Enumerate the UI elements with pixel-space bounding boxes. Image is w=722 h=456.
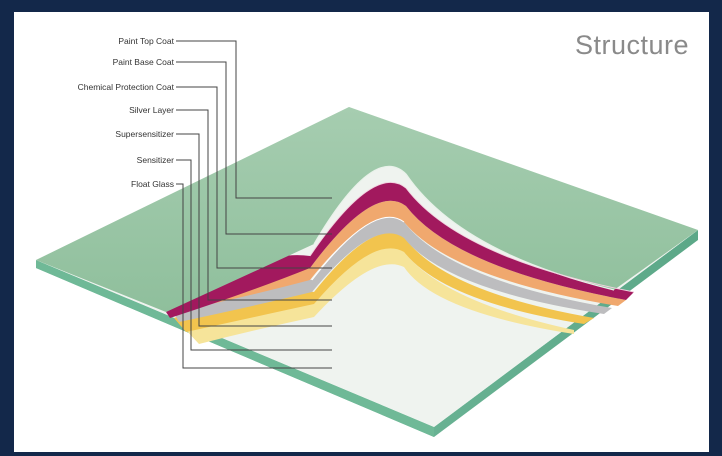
top-coat-ridge: [313, 165, 615, 291]
layer-chemical-protection: [170, 200, 626, 312]
leader-float-glass: [176, 183, 332, 369]
label-supersensitizer: Supersensitizer: [115, 129, 174, 139]
leader-sensitizer: [176, 159, 332, 351]
leader-lines: [176, 40, 332, 369]
layer-labels: Paint Top Coat Paint Base Coat Chemical …: [78, 36, 175, 189]
leader-paint-top-coat: [176, 40, 332, 199]
glass-front-edge: [36, 260, 434, 437]
glass-edge: [36, 230, 698, 437]
label-paint-top-coat: Paint Top Coat: [118, 36, 174, 46]
mirror-structure-diagram: Paint Top Coat Paint Base Coat Chemical …: [36, 36, 698, 437]
layer-supersensitizer: [174, 232, 594, 332]
label-silver-layer: Silver Layer: [129, 105, 174, 115]
leader-supersensitizer: [176, 133, 332, 327]
layer-silver: [172, 217, 612, 322]
label-paint-base-coat: Paint Base Coat: [113, 57, 175, 67]
leader-chemical-protection: [176, 86, 332, 269]
label-chemical-protection-coat: Chemical Protection Coat: [78, 82, 175, 92]
silver-ridge: [311, 216, 405, 281]
base-coat-ridge: [309, 182, 635, 293]
label-sensitizer: Sensitizer: [137, 155, 174, 165]
layer-sensitizer: [184, 247, 574, 344]
diagram-panel: Paint Top Coat Paint Base Coat Chemical …: [14, 12, 709, 452]
layer-paint-top-coat: [36, 107, 698, 312]
leader-silver-layer: [176, 109, 332, 301]
leader-paint-base-coat: [176, 61, 332, 235]
label-float-glass: Float Glass: [131, 179, 174, 189]
diagram-title: Structure: [574, 30, 689, 60]
